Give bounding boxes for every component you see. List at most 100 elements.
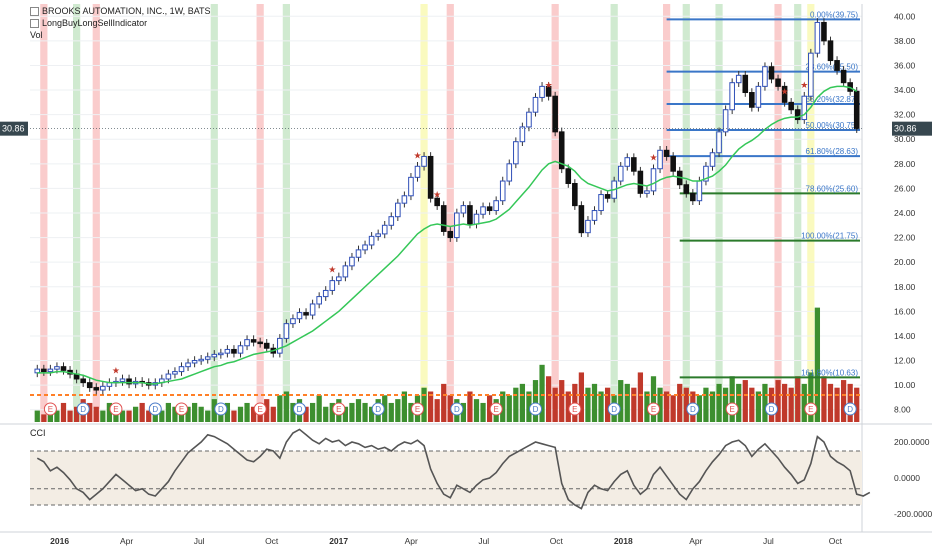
candle-body xyxy=(703,165,709,182)
candle-body xyxy=(126,378,132,385)
eye-icon[interactable] xyxy=(30,19,39,29)
candle-body xyxy=(80,378,86,384)
last-price-text-left: 30.86 xyxy=(2,124,25,134)
volume-bar xyxy=(604,387,611,422)
cci-line xyxy=(36,428,871,510)
marker-letter: D xyxy=(847,405,853,414)
earnings-marker: E xyxy=(332,402,346,416)
volume-bar xyxy=(821,376,827,422)
candle-body xyxy=(427,155,434,199)
marker-letter: E xyxy=(572,405,577,414)
candle-body xyxy=(388,216,395,226)
volume-bar xyxy=(526,391,532,422)
candle-body xyxy=(342,265,349,278)
volume-bar xyxy=(709,391,716,422)
candle-body xyxy=(198,358,204,362)
volume-bar xyxy=(119,410,126,422)
fib-label: 61.80%(28.63) xyxy=(806,147,859,156)
volume-bar xyxy=(742,380,748,422)
x-tick-label: Jul xyxy=(194,536,205,546)
candle-body xyxy=(696,180,703,202)
volume-legend: Vol xyxy=(30,30,43,40)
volume-bar xyxy=(663,391,670,422)
candle-body xyxy=(840,69,847,84)
volume-bar xyxy=(460,402,467,422)
fib-label: 100.00%(21.75) xyxy=(801,232,858,241)
volume-bar xyxy=(178,410,185,422)
volume-bar xyxy=(545,376,552,422)
marker-circle xyxy=(489,402,503,416)
candle-body xyxy=(808,52,814,97)
title-text: BROOKS AUTOMATION, INC., 1W, BATS xyxy=(42,6,211,16)
x-tick-label: Apr xyxy=(689,536,702,546)
cci-tick-label: 0.0000 xyxy=(894,473,920,483)
volume-bar xyxy=(834,387,840,422)
candle-body xyxy=(93,387,100,391)
volume-bar xyxy=(473,399,480,422)
volume-bar xyxy=(795,376,801,422)
candle-body xyxy=(552,95,558,133)
marker-circle xyxy=(148,402,162,416)
volume-bar xyxy=(637,372,644,422)
cci-tick-label: -200.0000 xyxy=(894,509,932,519)
earnings-marker: E xyxy=(411,402,424,416)
candle-body xyxy=(722,109,729,133)
marker-letter: D xyxy=(218,405,224,414)
x-tick-label: Oct xyxy=(265,536,279,546)
candle-body xyxy=(263,342,270,349)
candle-body xyxy=(467,205,473,225)
candle-body xyxy=(781,85,788,103)
dividend-marker: D xyxy=(148,402,162,416)
volume-bar xyxy=(191,402,198,422)
marker-letter: E xyxy=(113,405,118,414)
candle-body xyxy=(395,202,401,218)
volume-bar xyxy=(172,406,178,422)
candle-body xyxy=(447,230,454,239)
dividend-marker: D xyxy=(214,402,228,416)
signal-star: ★ xyxy=(649,153,657,163)
candle-body xyxy=(244,339,250,347)
volume-bar xyxy=(355,399,362,422)
candle-body xyxy=(801,95,808,121)
marker-circle xyxy=(725,402,739,416)
candle-body xyxy=(303,312,309,316)
volume-bar xyxy=(814,307,821,422)
candle-body xyxy=(683,184,690,194)
candle-body xyxy=(460,205,467,214)
dividend-marker: D xyxy=(76,402,90,416)
signal-star: ★ xyxy=(112,365,120,375)
volume-bar xyxy=(598,391,604,422)
marker-letter: E xyxy=(493,405,498,414)
y-tick-label: 36.00 xyxy=(894,60,916,70)
volume-bar xyxy=(54,410,60,422)
y-tick-label: 28.00 xyxy=(894,159,916,169)
signal-star: ★ xyxy=(328,265,336,275)
volume-bar xyxy=(250,406,257,422)
volume-bar xyxy=(67,410,73,422)
volume-bar xyxy=(277,395,283,422)
volume-bar xyxy=(683,387,689,422)
candle-body xyxy=(86,382,93,389)
collapse-icon[interactable] xyxy=(30,7,39,17)
candle-body xyxy=(768,66,775,80)
fib-label: 38.20%(32.87) xyxy=(806,95,859,104)
candle-body xyxy=(749,92,755,108)
candle-body xyxy=(526,111,532,128)
volume-bar xyxy=(198,406,204,422)
marker-letter: D xyxy=(533,405,539,414)
cci-band xyxy=(30,451,862,505)
volume-bar xyxy=(559,380,565,422)
volume-bar xyxy=(722,387,729,422)
candle-body xyxy=(499,180,506,202)
candle-body xyxy=(316,296,322,305)
y-tick-label: 18.00 xyxy=(894,282,916,292)
y-tick-label: 8.00 xyxy=(894,405,911,415)
marker-circle xyxy=(214,402,228,416)
dividend-marker: D xyxy=(843,402,857,416)
volume-bar xyxy=(408,402,414,422)
dividend-marker: D xyxy=(686,402,700,416)
volume-bar xyxy=(624,383,630,422)
earnings-marker: E xyxy=(253,402,267,416)
candle-body xyxy=(729,82,735,111)
volume-bar xyxy=(316,395,322,422)
